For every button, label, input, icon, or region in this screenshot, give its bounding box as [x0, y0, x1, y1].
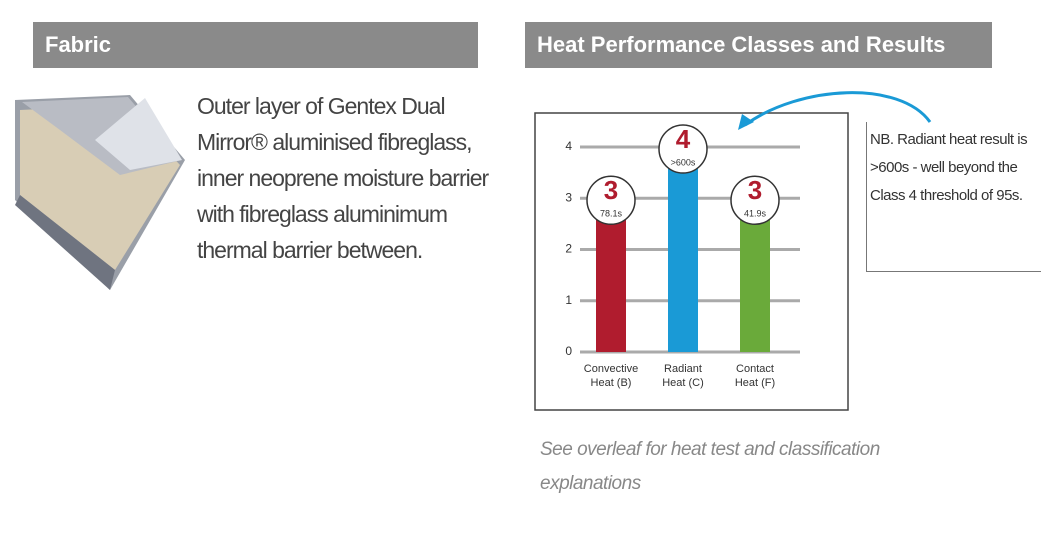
y-tick-label: 4: [565, 139, 572, 153]
x-tick-label: Convective Heat (B): [583, 363, 639, 389]
y-tick-label: 0: [565, 344, 572, 358]
time-label: >600s: [671, 157, 696, 167]
arrow: [744, 91, 932, 127]
y-tick-label: 3: [565, 190, 572, 204]
bar: [668, 147, 698, 352]
time-label: 78.1s: [600, 209, 623, 219]
x-tick-label: Contact Heat (F): [734, 363, 776, 389]
y-tick-label: 2: [565, 242, 572, 256]
value-badge: [658, 124, 708, 174]
y-tick-label: 1: [565, 293, 572, 307]
caption: See overleaf for heat test and classific…: [540, 439, 880, 494]
arrow-head: [738, 114, 754, 130]
section-header: Heat Performance Classes and Results: [525, 22, 992, 68]
value-label: 3: [748, 175, 762, 205]
fabric-image: [15, 95, 185, 290]
section-header: Fabric: [33, 22, 478, 68]
value-badge: [586, 175, 636, 225]
fabric-description: Outer layer of Gentex Dual Mirror® alumi…: [197, 93, 489, 263]
time-label: 41.9s: [744, 209, 767, 219]
value-badge: [730, 175, 780, 225]
note: NB. Radiant heat result is >600s - well …: [866, 122, 1041, 272]
value-label: 4: [676, 124, 691, 154]
x-tick-label: Radiant Heat (C): [662, 363, 704, 389]
value-label: 3: [604, 175, 618, 205]
